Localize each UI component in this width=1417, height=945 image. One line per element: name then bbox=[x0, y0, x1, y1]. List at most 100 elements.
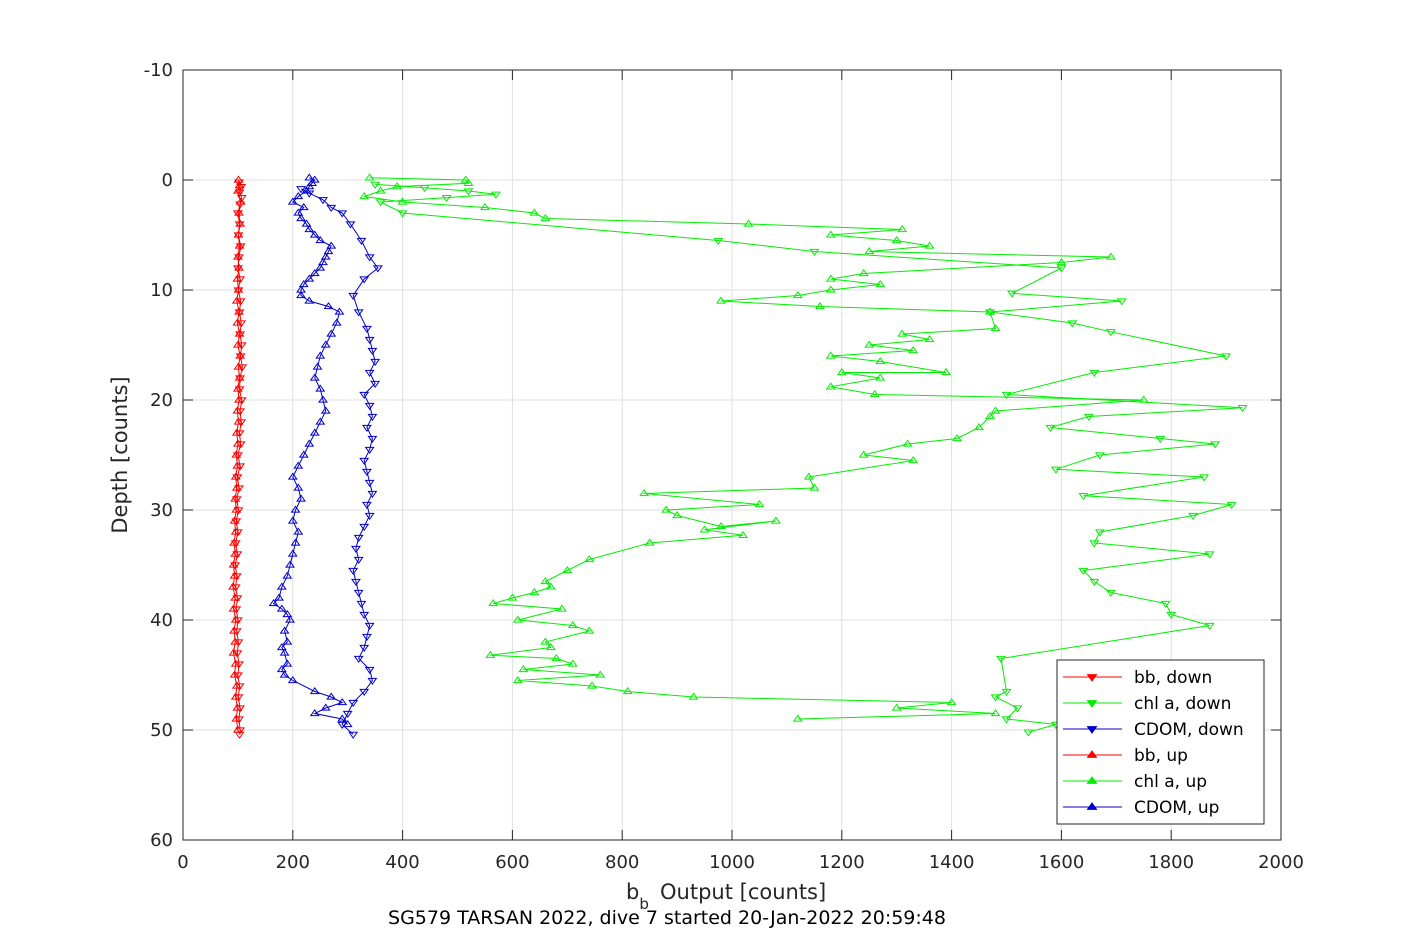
data-point bbox=[1204, 622, 1215, 630]
data-point bbox=[331, 318, 342, 326]
data-point bbox=[372, 265, 383, 273]
data-point bbox=[622, 687, 633, 695]
data-point bbox=[234, 307, 244, 315]
data-point bbox=[287, 549, 298, 557]
series-layer bbox=[228, 173, 1248, 739]
data-point bbox=[231, 483, 242, 491]
data-point bbox=[228, 582, 238, 590]
data-point bbox=[323, 247, 334, 255]
data-point bbox=[276, 665, 287, 673]
data-point bbox=[268, 599, 279, 607]
data-point bbox=[350, 578, 361, 586]
data-point bbox=[235, 463, 246, 471]
data-point bbox=[1089, 369, 1100, 377]
data-point bbox=[309, 269, 320, 277]
data-point bbox=[1023, 729, 1034, 737]
data-point bbox=[282, 637, 293, 645]
data-point bbox=[282, 610, 293, 618]
legend-marker-bb-down bbox=[1086, 674, 1098, 682]
data-point bbox=[230, 549, 241, 557]
series-chl-a-up bbox=[359, 173, 1149, 722]
data-point bbox=[996, 655, 1006, 663]
data-point bbox=[230, 472, 241, 480]
data-point bbox=[825, 382, 836, 390]
data-point bbox=[279, 626, 290, 634]
data-point bbox=[364, 479, 375, 487]
data-point bbox=[233, 175, 244, 183]
data-point bbox=[952, 434, 963, 442]
data-point bbox=[232, 318, 243, 326]
data-point bbox=[688, 692, 699, 700]
data-point bbox=[282, 659, 293, 667]
data-point bbox=[551, 654, 562, 662]
data-point bbox=[1094, 452, 1105, 460]
data-point bbox=[287, 197, 298, 205]
data-point bbox=[1155, 435, 1166, 443]
data-point bbox=[924, 241, 935, 249]
x-tick-label: 200 bbox=[276, 852, 310, 873]
data-point bbox=[441, 194, 452, 203]
data-point bbox=[304, 225, 315, 233]
data-point bbox=[361, 501, 372, 509]
data-point bbox=[290, 505, 301, 513]
data-point bbox=[236, 419, 247, 427]
data-point bbox=[231, 505, 242, 513]
x-axis-label-subscript: b bbox=[639, 895, 649, 913]
data-point bbox=[364, 254, 375, 262]
data-point bbox=[296, 494, 306, 502]
data-point bbox=[990, 709, 1001, 717]
data-point bbox=[234, 683, 245, 691]
data-point bbox=[235, 441, 246, 449]
data-point bbox=[875, 357, 886, 365]
series-chl-a-down bbox=[370, 181, 1248, 737]
data-point bbox=[364, 336, 375, 344]
data-point bbox=[235, 276, 246, 284]
data-point bbox=[1138, 395, 1149, 403]
data-point bbox=[233, 230, 244, 238]
data-point bbox=[229, 516, 240, 524]
data-point bbox=[716, 522, 726, 530]
data-point bbox=[326, 204, 337, 212]
data-point bbox=[234, 208, 244, 216]
y-tick-label: 20 bbox=[150, 390, 173, 411]
legend-label-cdom-down: CDOM, down bbox=[1134, 720, 1244, 740]
data-point bbox=[233, 362, 244, 370]
data-point bbox=[825, 230, 836, 238]
legend-box bbox=[1056, 659, 1265, 825]
x-tick-label: 1600 bbox=[1038, 852, 1084, 873]
data-point bbox=[236, 342, 247, 350]
data-point bbox=[309, 428, 320, 436]
data-point bbox=[274, 593, 285, 601]
data-point bbox=[488, 599, 499, 607]
data-point bbox=[285, 560, 296, 568]
data-point bbox=[318, 395, 328, 403]
data-point bbox=[230, 584, 241, 592]
data-point bbox=[507, 593, 518, 601]
data-point bbox=[279, 648, 290, 656]
data-point bbox=[540, 214, 551, 222]
data-point bbox=[348, 567, 359, 575]
x-tick-label: 1800 bbox=[1148, 852, 1194, 873]
data-point bbox=[1050, 466, 1061, 474]
data-point bbox=[230, 494, 241, 502]
data-point bbox=[1001, 391, 1012, 399]
data-point bbox=[375, 186, 386, 194]
data-point bbox=[230, 659, 241, 667]
data-point bbox=[235, 408, 246, 416]
data-point bbox=[512, 615, 523, 623]
legend-marker-chl-a-down bbox=[1086, 700, 1098, 708]
data-point bbox=[584, 555, 595, 563]
data-point bbox=[293, 461, 304, 469]
data-point bbox=[232, 703, 243, 711]
data-point bbox=[1210, 441, 1221, 449]
data-point bbox=[318, 258, 328, 266]
data-point bbox=[337, 210, 348, 218]
data-point bbox=[361, 468, 372, 476]
legend-marker-cdom-up bbox=[1086, 802, 1098, 810]
data-point bbox=[1094, 529, 1105, 537]
data-point bbox=[296, 291, 306, 299]
data-point bbox=[540, 577, 551, 585]
data-point bbox=[229, 538, 240, 546]
data-point bbox=[296, 214, 306, 222]
data-point bbox=[1056, 265, 1067, 273]
